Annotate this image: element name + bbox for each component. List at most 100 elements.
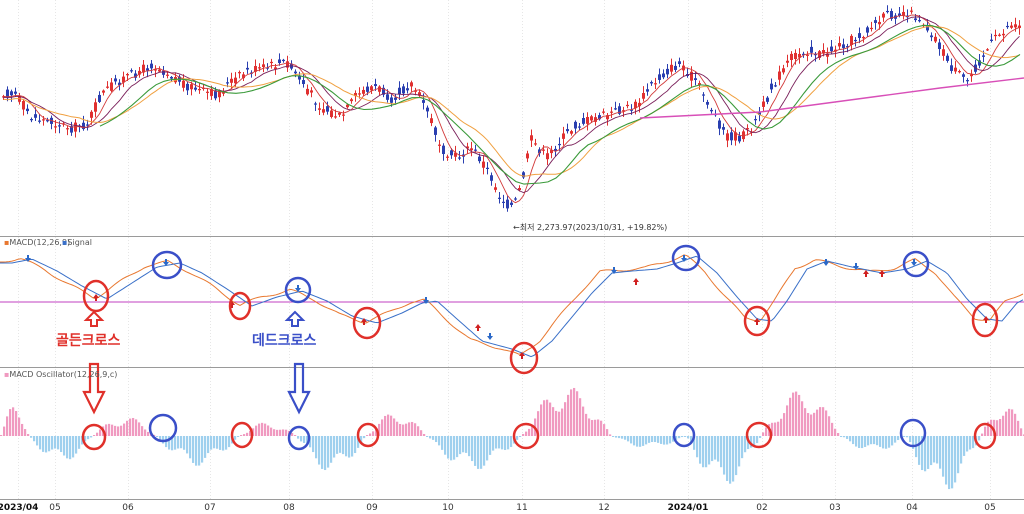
oscillator-bar-positive [27,434,30,436]
candle-body [90,111,93,118]
oscillator-bar-negative [648,436,651,443]
oscillator-bar-positive [1011,409,1014,436]
candle-body [642,93,645,99]
candle-body [86,124,89,126]
oscillator-bar-negative [228,436,231,448]
candle-body [166,74,169,76]
candle-body [430,118,433,124]
oscillator-bar-negative [438,436,441,446]
candle-body [762,101,765,107]
candle-body [410,82,413,87]
oscillator-bar-negative [657,436,660,443]
oscillator-bar-positive [780,418,783,436]
oscillator-bar-negative [615,436,618,438]
oscillator-bar-positive [987,421,990,436]
oscillator-bar-negative [309,436,312,448]
candle-body [790,53,793,61]
candle-body [438,144,441,146]
oscillator-bar-positive [981,433,984,436]
oscillator-bar-negative [300,436,303,442]
golden-cross-circle [743,305,771,337]
oscillator-bar-negative [612,436,615,437]
oscillator-bar-negative [753,436,756,447]
candle-body [670,64,673,72]
candle-body [46,120,49,122]
oscillator-bar-negative [861,436,864,449]
candle-body [618,106,621,114]
oscillator-bar-positive [378,423,381,436]
oscillator-bar-negative [312,436,315,453]
oscillator-bar-positive [1014,413,1017,436]
oscillator-bar-negative [501,436,504,450]
candle-body [938,42,941,50]
candle-body [406,88,409,91]
candle-body [606,115,609,120]
candle-body [746,128,749,130]
oscillator-bar-negative [927,436,930,469]
candle-body [954,67,957,72]
oscillator-bar-negative [864,436,867,447]
candle-body [418,92,421,96]
oscillator-bar-positive [273,429,276,436]
oscillator-bar-negative [75,436,78,454]
oscillator-bar-positive [771,422,774,436]
oscillator-bar-negative [939,436,942,469]
oscillator-bar-negative [846,436,849,439]
oscillator-bar-negative [318,436,321,465]
oscillator-bar-negative [729,436,732,484]
oscillator-bar-negative [666,436,669,445]
oscillator-bar-positive [417,426,420,436]
candle-body [518,188,521,191]
candle-body [886,10,889,13]
sell-arrow-marker [681,255,687,262]
candle-body [586,116,589,124]
oscillator-bar-positive [21,423,24,436]
oscillator-bar-positive [18,417,21,436]
candle-body [226,82,229,84]
candle-body [498,197,501,199]
oscillator-bar-positive [774,422,777,436]
oscillator-bar-positive [252,428,255,436]
oscillator-bar-negative [297,436,300,439]
oscillator-bar-negative [84,436,87,442]
candle-body [990,39,993,41]
oscillator-bar-positive [1020,428,1023,436]
candle-body [1014,24,1017,28]
candle-body [386,94,389,100]
oscillator-bar-negative [510,436,513,448]
oscillator-bar-negative [432,436,435,440]
candle-body [186,83,189,91]
candle-body [94,102,97,112]
candle-body [690,71,693,81]
oscillator-bar-negative [681,436,684,438]
annotation-layer [81,244,999,451]
oscillator-bar-negative [885,436,888,449]
oscillator-bar-negative [699,436,702,464]
candle-body [1018,25,1021,28]
oscillator-bar-negative [960,436,963,464]
oscillator-bar-positive [261,422,264,436]
oscillator-bar-positive [279,429,282,436]
oscillator-bar-positive [0,435,3,436]
oscillator-bar-negative [876,436,879,446]
oscillator-bar-positive [285,429,288,436]
golden-cross-label: 골든크로스 [56,333,121,349]
oscillator-bar-positive [816,409,819,436]
candle-body [382,87,385,95]
ma60-line [99,24,1021,185]
oscillator-bar-positive [405,423,408,436]
oscillator-bar-negative [30,436,33,438]
candle-body [910,10,913,12]
candle-body [678,61,681,65]
oscillator-bar-negative [486,436,489,461]
dead-cross-circle [151,250,183,280]
oscillator-bar-negative [717,436,720,462]
oscillator-bar-positive [834,428,837,436]
candle-body [966,80,969,82]
candle-body [802,53,805,55]
oscillator-bar-negative [936,436,939,464]
candle-body [562,133,565,139]
oscillator-bar-positive [276,429,279,436]
oscillator-bar-positive [786,405,789,436]
x-tick-label: 09 [366,503,378,513]
